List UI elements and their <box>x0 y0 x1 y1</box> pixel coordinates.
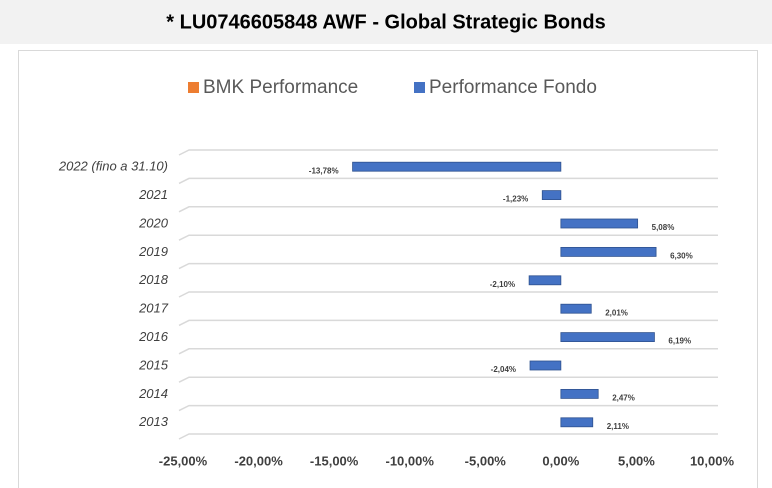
value-label: 2,01% <box>605 308 628 317</box>
x-tick-label: -15,00% <box>310 453 359 468</box>
band-line <box>178 177 718 185</box>
plot-frame <box>18 50 758 488</box>
bar <box>560 303 592 314</box>
band-line <box>178 291 718 298</box>
x-tick-label: -10,00% <box>386 453 435 468</box>
x-tick-label: 5,00% <box>618 453 655 468</box>
value-label: 6,19% <box>668 337 691 346</box>
bar <box>560 417 594 428</box>
category-label: 2020 <box>138 215 169 230</box>
value-label: 6,30% <box>670 252 693 261</box>
bar <box>528 275 562 286</box>
bar <box>529 360 562 371</box>
bar <box>560 388 599 399</box>
category-label: 2015 <box>138 357 169 372</box>
category-label: 2013 <box>138 414 169 429</box>
value-label: 5,08% <box>652 223 675 232</box>
band-line <box>178 433 718 440</box>
legend-label: BMK Performance <box>203 77 358 98</box>
bar <box>352 161 562 172</box>
category-label: 2019 <box>138 244 168 259</box>
bar <box>560 218 639 229</box>
band-line <box>178 206 718 213</box>
bar <box>541 190 562 201</box>
title-band <box>0 0 772 44</box>
x-tick-label: -25,00% <box>159 453 208 468</box>
band-line <box>178 262 718 270</box>
legend-swatch <box>414 82 425 93</box>
category-label: 2022 (fino a 31.10) <box>58 159 168 174</box>
category-label: 2017 <box>138 301 169 316</box>
category-label: 2018 <box>138 272 169 287</box>
value-label: -2,04% <box>491 365 516 374</box>
band-line <box>178 348 718 355</box>
bar <box>560 332 655 343</box>
chart-title: * LU0746605848 AWF - Global Strategic Bo… <box>166 11 605 33</box>
x-tick-label: -20,00% <box>234 453 283 468</box>
x-tick-label: -5,00% <box>465 453 507 468</box>
band-line <box>178 149 718 156</box>
value-label: -1,23% <box>503 195 528 204</box>
legend-swatch <box>188 82 199 93</box>
value-label: -2,10% <box>490 280 515 289</box>
x-tick-label: 10,00% <box>690 453 735 468</box>
value-label: 2,11% <box>607 422 629 431</box>
band-line <box>178 319 718 327</box>
category-label: 2021 <box>138 187 168 202</box>
category-label: 2016 <box>138 329 169 344</box>
value-label: -13,78% <box>309 166 339 175</box>
band-line <box>178 404 718 412</box>
x-tick-label: 0,00% <box>542 453 579 468</box>
category-label: 2014 <box>138 386 168 401</box>
value-label: 2,47% <box>612 394 635 403</box>
band-line <box>178 376 718 383</box>
band-line <box>178 234 718 241</box>
legend-label: Performance Fondo <box>429 77 597 98</box>
bar <box>560 246 657 257</box>
